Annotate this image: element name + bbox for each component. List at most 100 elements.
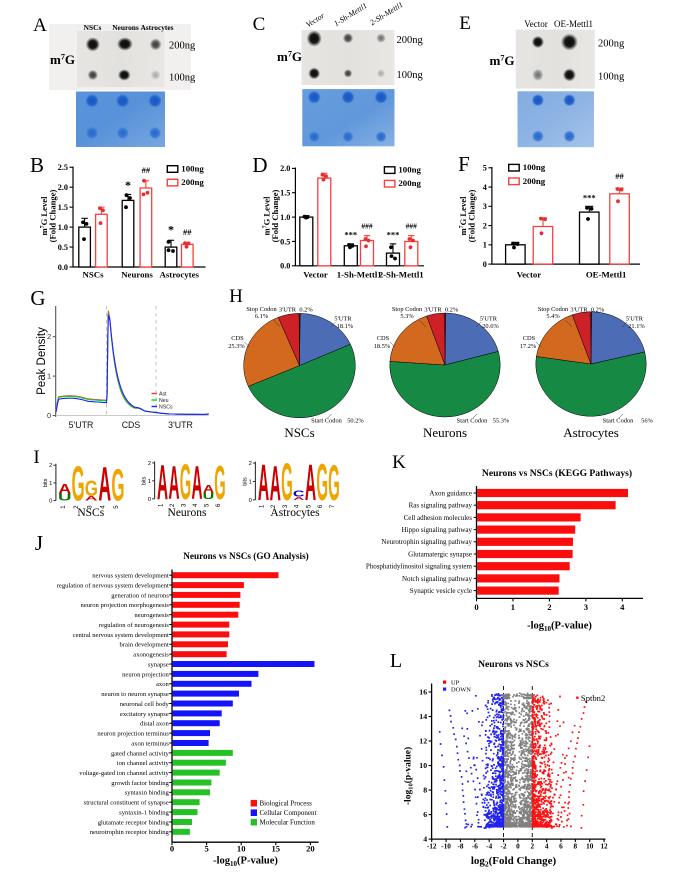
- svg-text:Neurons: Neurons: [168, 507, 207, 519]
- svg-text:Cell adhesion molecules: Cell adhesion molecules: [404, 514, 473, 522]
- svg-text:A: A: [203, 483, 215, 495]
- svg-text:G: G: [180, 454, 191, 510]
- svg-text:***: ***: [583, 192, 596, 202]
- svg-text:6: 6: [423, 810, 427, 819]
- svg-text:***: ***: [344, 229, 357, 239]
- svg-text:Notch signaling pathway: Notch signaling pathway: [402, 575, 472, 583]
- svg-text:Glutamatergic synapse: Glutamatergic synapse: [408, 550, 472, 558]
- svg-text:3: 3: [483, 202, 487, 211]
- svg-text:55.3%: 55.3%: [493, 418, 510, 425]
- svg-text:bits: bits: [242, 477, 248, 486]
- svg-text:Astrocytes: Astrocytes: [140, 23, 173, 32]
- svg-text:12: 12: [600, 843, 608, 851]
- svg-text:Phosphatidylinositol signaling: Phosphatidylinositol signaling system: [366, 563, 473, 571]
- svg-text:Astrocytes: Astrocytes: [563, 425, 619, 440]
- svg-text:syntaxin binding: syntaxin binding: [125, 790, 170, 797]
- svg-text:Vector: Vector: [524, 19, 548, 29]
- svg-text:###: ###: [406, 222, 418, 231]
- svg-text:Astrocytes: Astrocytes: [270, 507, 320, 519]
- svg-text:bits: bits: [142, 476, 148, 485]
- svg-text:##: ##: [183, 227, 192, 237]
- svg-text:-6: -6: [472, 843, 478, 851]
- svg-text:*: *: [168, 223, 174, 237]
- svg-text:100ng: 100ng: [169, 73, 196, 84]
- svg-text:2.0: 2.0: [280, 164, 290, 173]
- svg-text:regulation of neurogenesis: regulation of neurogenesis: [99, 622, 169, 629]
- svg-text:200ng: 200ng: [397, 35, 424, 46]
- svg-text:Stop Codon: Stop Codon: [538, 306, 569, 313]
- svg-text:5: 5: [483, 164, 487, 173]
- svg-text:0: 0: [148, 497, 151, 503]
- svg-text:0.0: 0.0: [280, 262, 290, 271]
- svg-text:2: 2: [148, 461, 151, 467]
- svg-text:Vector: Vector: [303, 270, 328, 280]
- svg-text:neurotrophin receptor binding: neurotrophin receptor binding: [90, 829, 170, 836]
- svg-text:G: G: [316, 454, 328, 512]
- svg-text:200ng: 200ng: [181, 177, 204, 187]
- svg-text:m7G Level: m7G Level: [458, 196, 468, 236]
- svg-text:0: 0: [474, 602, 478, 612]
- svg-text:log2(Fold Change): log2(Fold Change): [471, 855, 557, 869]
- svg-text:bits: bits: [43, 478, 49, 487]
- svg-text:(Fold Change): (Fold Change): [467, 189, 477, 242]
- svg-text:6: 6: [559, 843, 563, 851]
- svg-text:growth factor binding: growth factor binding: [111, 780, 169, 787]
- svg-text:10: 10: [586, 843, 594, 851]
- svg-text:Start Codon: Start Codon: [311, 418, 343, 425]
- svg-text:5: 5: [307, 504, 313, 508]
- svg-text:0.2%: 0.2%: [299, 307, 313, 314]
- svg-text:m7G Level: m7G Level: [262, 196, 272, 236]
- svg-text:10: 10: [419, 761, 427, 770]
- svg-text:Biological Process: Biological Process: [260, 800, 313, 808]
- svg-text:4: 4: [483, 183, 487, 192]
- svg-text:K: K: [392, 452, 406, 473]
- svg-text:18.1%: 18.1%: [337, 323, 354, 330]
- svg-text:G: G: [281, 454, 293, 512]
- svg-text:A: A: [270, 455, 281, 510]
- svg-text:Start Codon: Start Codon: [603, 418, 635, 425]
- svg-text:200ng: 200ng: [523, 176, 546, 186]
- svg-text:0: 0: [47, 411, 51, 420]
- svg-text:-8: -8: [457, 843, 463, 851]
- svg-text:voltage-gated ion channel acti: voltage-gated ion channel activity: [79, 770, 169, 777]
- svg-text:8: 8: [423, 786, 427, 795]
- svg-text:Neurons: Neurons: [423, 425, 467, 440]
- svg-text:1: 1: [260, 504, 266, 508]
- svg-text:regulation of nervous system d: regulation of nervous system development: [57, 582, 169, 589]
- svg-text:1: 1: [483, 241, 487, 250]
- svg-text:syntaxin-1 binding: syntaxin-1 binding: [119, 809, 169, 816]
- svg-text:I: I: [33, 447, 39, 468]
- svg-text:NSCs: NSCs: [284, 425, 314, 440]
- svg-text:14: 14: [419, 712, 427, 721]
- svg-text:0.2%: 0.2%: [591, 307, 605, 314]
- svg-text:8: 8: [574, 843, 578, 851]
- svg-text:Stop Codon: Stop Codon: [246, 306, 277, 313]
- svg-text:0: 0: [170, 844, 174, 854]
- svg-text:100ng: 100ng: [397, 70, 424, 81]
- svg-text:##: ##: [615, 171, 624, 181]
- svg-text:neuronal cell body: neuronal cell body: [120, 701, 170, 708]
- svg-text:16: 16: [419, 688, 427, 697]
- svg-text:ion channel activity: ion channel activity: [117, 760, 170, 767]
- svg-text:G: G: [30, 286, 45, 310]
- svg-text:A: A: [157, 454, 168, 509]
- svg-text:Neurons vs NSCs (GO Analysis): Neurons vs NSCs (GO Analysis): [183, 551, 308, 561]
- svg-text:neuron to neuron synapse: neuron to neuron synapse: [101, 691, 169, 698]
- svg-text:neuron projection terminus: neuron projection terminus: [97, 731, 169, 738]
- svg-text:100ng: 100ng: [523, 162, 546, 172]
- svg-text:0: 0: [249, 498, 252, 504]
- svg-text:4: 4: [101, 505, 107, 509]
- svg-text:-2: -2: [501, 843, 507, 851]
- svg-text:Cellular Component: Cellular Component: [260, 809, 317, 817]
- svg-text:G: G: [111, 461, 124, 511]
- svg-text:CDS: CDS: [122, 420, 141, 430]
- svg-text:21.1%: 21.1%: [628, 323, 645, 330]
- svg-text:10: 10: [237, 844, 246, 854]
- svg-text:5: 5: [114, 505, 120, 509]
- svg-text:25.3%: 25.3%: [228, 343, 245, 350]
- svg-text:J: J: [35, 531, 43, 555]
- svg-text:A: A: [258, 455, 269, 512]
- svg-text:4: 4: [620, 602, 625, 612]
- svg-text:-12: -12: [427, 843, 437, 851]
- svg-text:2: 2: [547, 602, 551, 612]
